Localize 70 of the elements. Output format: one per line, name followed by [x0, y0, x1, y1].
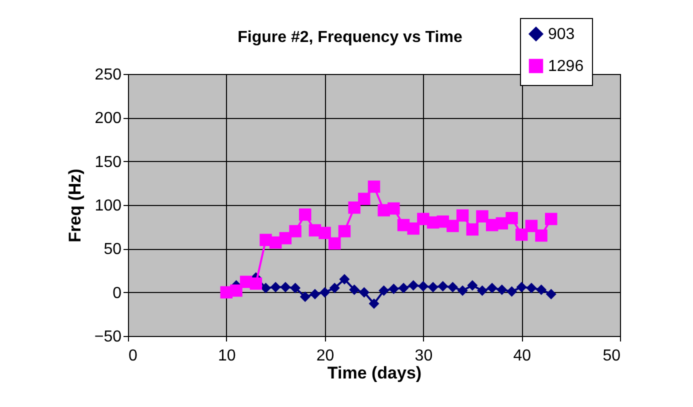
point	[230, 284, 242, 297]
point	[446, 220, 459, 232]
y-tick-label: 0	[112, 284, 122, 302]
point	[328, 237, 341, 250]
point	[329, 282, 340, 294]
x-axis-title: Time (days)	[327, 364, 422, 382]
y-tick-label: 100	[94, 198, 122, 214]
point	[476, 210, 488, 222]
point	[546, 288, 556, 300]
x-tick-label: 0	[128, 348, 138, 364]
point	[418, 280, 428, 292]
point	[447, 282, 458, 292]
y-axis-title: Freq (Hz)	[65, 168, 84, 242]
point	[338, 225, 351, 238]
point	[407, 222, 420, 235]
y-tick-label: 250	[94, 66, 122, 84]
point	[456, 209, 469, 222]
point	[320, 287, 330, 298]
point	[428, 282, 438, 292]
point	[467, 280, 478, 291]
point	[270, 282, 281, 292]
x-tick-label: 50	[602, 348, 621, 364]
point	[318, 226, 331, 240]
x-tick-label: 10	[218, 348, 236, 364]
point	[506, 286, 518, 297]
point	[466, 223, 479, 236]
point	[526, 282, 537, 294]
point	[525, 220, 538, 232]
point	[476, 285, 488, 296]
point	[260, 282, 272, 294]
x-tick-label: 30	[414, 348, 433, 364]
point	[358, 287, 370, 298]
point	[310, 288, 320, 300]
x-tick-label: 20	[316, 348, 334, 364]
point	[486, 282, 498, 294]
point	[378, 285, 390, 296]
point	[300, 291, 310, 302]
chart-title: Figure #2, Frequency vs Time	[238, 29, 462, 46]
point	[348, 201, 360, 214]
point	[535, 229, 548, 242]
point	[280, 282, 291, 292]
point	[506, 212, 518, 224]
point	[368, 298, 380, 309]
point	[516, 282, 527, 292]
point	[457, 285, 468, 296]
y-tick-label: 150	[94, 154, 122, 171]
y-tick-label: −50	[94, 328, 122, 346]
point	[298, 208, 312, 221]
point	[536, 284, 547, 295]
point	[438, 280, 448, 292]
x-tick-label: 40	[513, 348, 532, 364]
point	[290, 282, 301, 294]
point	[388, 284, 399, 294]
point	[368, 180, 380, 193]
point	[349, 284, 360, 295]
legend-label: 903	[548, 26, 575, 43]
legend-label: 1296	[548, 58, 584, 75]
point	[250, 277, 262, 290]
point	[358, 192, 370, 206]
point	[279, 232, 292, 244]
point	[289, 225, 302, 238]
point	[408, 280, 419, 291]
y-tick-label: 200	[94, 110, 122, 128]
point	[398, 282, 409, 294]
point	[544, 212, 558, 226]
point	[496, 284, 508, 295]
y-tick-label: 50	[104, 241, 122, 258]
point	[388, 202, 400, 215]
point	[515, 228, 528, 241]
point	[339, 274, 350, 284]
